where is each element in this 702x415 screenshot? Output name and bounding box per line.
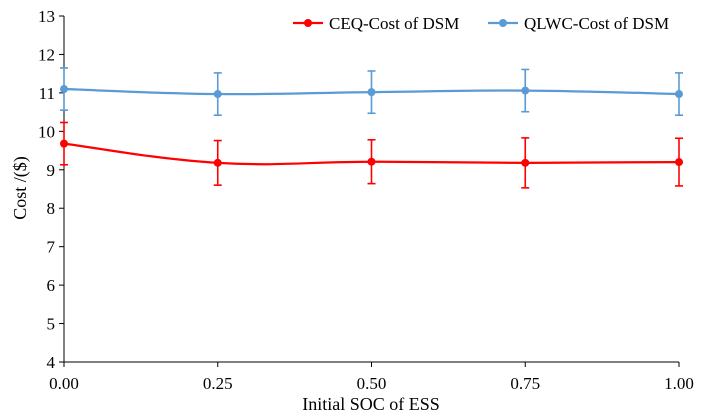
y-axis-ticks: 4 5 6 7 8 9 10 11 12 13 (38, 7, 64, 372)
data-point (367, 88, 376, 97)
series-ceq (60, 121, 683, 189)
series-layer (60, 67, 683, 189)
y-tick-label: 10 (38, 122, 55, 141)
x-tick-label: 1.00 (664, 374, 694, 393)
data-point (367, 157, 376, 166)
y-tick-label: 6 (47, 276, 56, 295)
y-tick-label: 7 (47, 238, 56, 257)
data-point (521, 86, 530, 95)
x-tick-label: 0.50 (357, 374, 387, 393)
series-qlwc (60, 67, 683, 116)
y-tick-label: 13 (38, 7, 55, 26)
legend-label: QLWC-Cost of DSM (524, 14, 669, 33)
legend-marker (499, 19, 507, 27)
legend-marker (304, 19, 312, 27)
data-point (60, 139, 68, 148)
x-tick-label: 0.75 (510, 374, 540, 393)
data-point (521, 158, 530, 167)
y-tick-label: 5 (47, 315, 56, 334)
data-point (675, 158, 683, 167)
axes (63, 16, 679, 363)
y-axis-label: Cost /($) (10, 156, 31, 220)
legend-label: CEQ-Cost of DSM (329, 14, 459, 33)
y-tick-label: 11 (39, 84, 55, 103)
data-point (60, 85, 68, 94)
y-tick-label: 9 (47, 161, 56, 180)
x-tick-label: 0.00 (49, 374, 79, 393)
data-point (675, 90, 683, 99)
x-tick-label: 0.25 (203, 374, 233, 393)
x-axis-ticks: 0.00 0.25 0.50 0.75 1.00 (49, 362, 694, 393)
y-tick-label: 8 (47, 199, 56, 218)
legend: CEQ-Cost of DSM QLWC-Cost of DSM (293, 14, 669, 33)
y-tick-label: 12 (38, 45, 55, 64)
data-point (213, 158, 222, 167)
y-tick-label: 4 (47, 353, 56, 372)
data-point (213, 90, 222, 99)
x-axis-label: Initial SOC of ESS (302, 394, 440, 414)
